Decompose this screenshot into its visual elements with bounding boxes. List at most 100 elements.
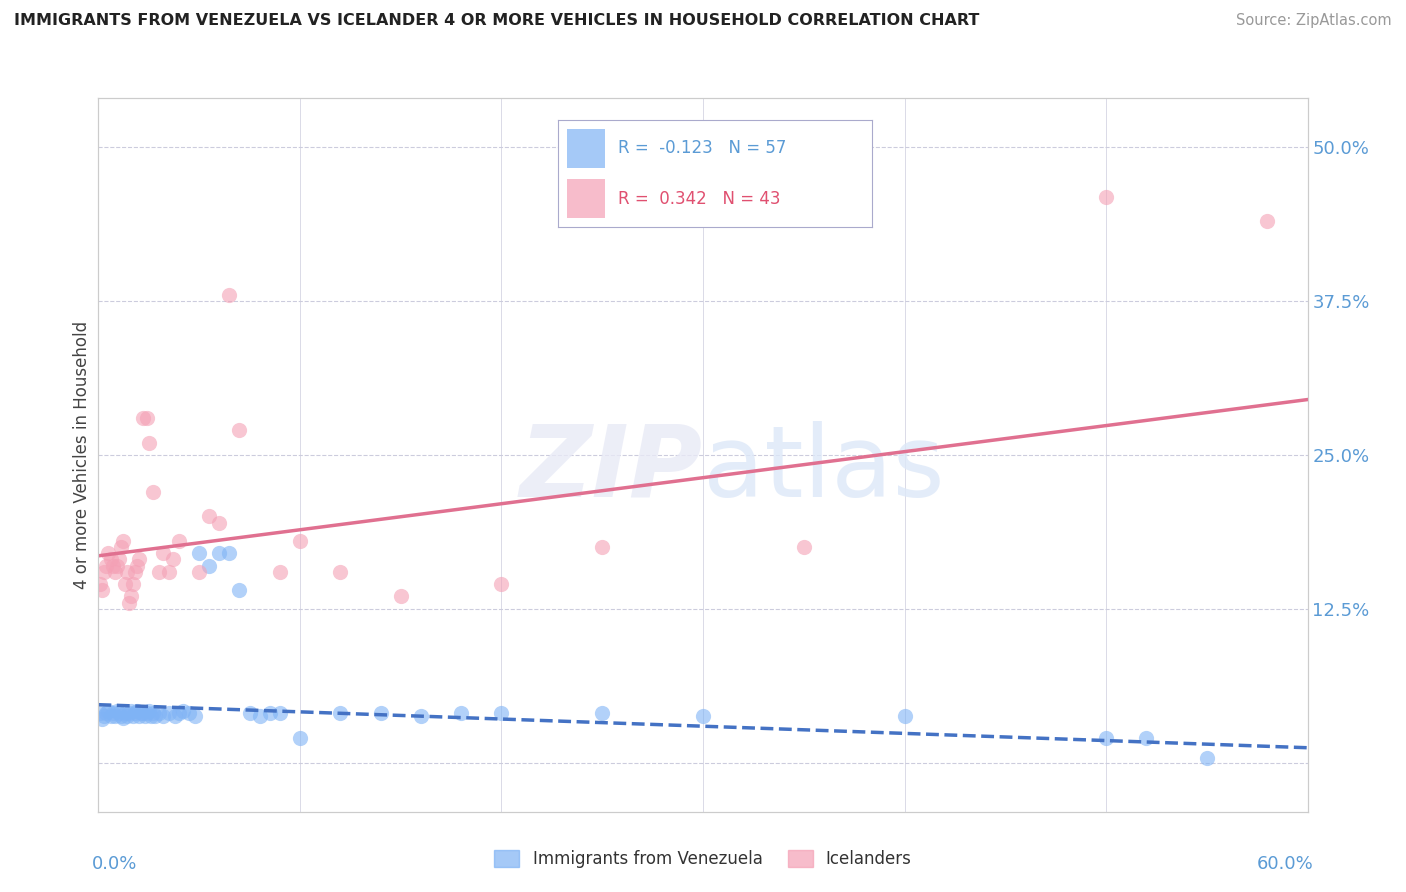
Text: ZIP: ZIP	[520, 421, 703, 517]
Point	[110, 540, 132, 554]
Point	[89, 706, 111, 721]
Point	[138, 704, 160, 718]
Point	[100, 708, 122, 723]
Point	[96, 706, 118, 721]
Point	[91, 713, 114, 727]
Point	[135, 706, 157, 721]
Point	[218, 546, 240, 560]
Point	[157, 565, 180, 579]
Point	[198, 509, 221, 524]
Point	[591, 540, 613, 554]
Point	[101, 706, 124, 721]
Point	[91, 583, 114, 598]
Point	[198, 558, 221, 573]
Point	[132, 706, 155, 721]
Point	[114, 706, 136, 721]
Point	[491, 706, 513, 721]
Point	[97, 704, 120, 718]
Point	[329, 706, 352, 721]
Point	[125, 704, 148, 718]
Legend: Immigrants from Venezuela, Icelanders: Immigrants from Venezuela, Icelanders	[488, 843, 918, 875]
Point	[100, 552, 122, 566]
Point	[269, 706, 291, 721]
Text: 60.0%: 60.0%	[1257, 855, 1313, 872]
Point	[163, 708, 186, 723]
Text: Source: ZipAtlas.com: Source: ZipAtlas.com	[1236, 13, 1392, 29]
Point	[491, 577, 513, 591]
Point	[1095, 189, 1118, 203]
Point	[111, 711, 134, 725]
Point	[208, 516, 231, 530]
Point	[389, 590, 412, 604]
Point	[228, 583, 250, 598]
Point	[93, 708, 115, 723]
Point	[115, 565, 138, 579]
Point	[97, 546, 120, 560]
Text: atlas: atlas	[703, 421, 945, 517]
Point	[114, 577, 136, 591]
Point	[409, 708, 432, 723]
Point	[172, 704, 194, 718]
Point	[188, 565, 211, 579]
Y-axis label: 4 or more Vehicles in Household: 4 or more Vehicles in Household	[73, 321, 91, 589]
Point	[142, 484, 165, 499]
Point	[121, 708, 143, 723]
Point	[1195, 750, 1218, 764]
Point	[129, 706, 152, 721]
Point	[103, 565, 125, 579]
Point	[118, 596, 141, 610]
Point	[107, 552, 129, 566]
Point	[96, 558, 118, 573]
Point	[124, 706, 146, 721]
Text: IMMIGRANTS FROM VENEZUELA VS ICELANDER 4 OR MORE VEHICLES IN HOUSEHOLD CORRELATI: IMMIGRANTS FROM VENEZUELA VS ICELANDER 4…	[14, 13, 980, 29]
Point	[148, 565, 170, 579]
Point	[110, 708, 132, 723]
Point	[1135, 731, 1157, 745]
Point	[793, 540, 815, 554]
Point	[239, 706, 262, 721]
Point	[118, 706, 141, 721]
Point	[893, 708, 915, 723]
Point	[152, 708, 174, 723]
Point	[101, 558, 124, 573]
Point	[152, 546, 174, 560]
Point	[107, 706, 129, 721]
Point	[134, 708, 156, 723]
Point	[162, 552, 184, 566]
Point	[139, 708, 162, 723]
Point	[184, 708, 207, 723]
Point	[1256, 214, 1278, 228]
Point	[143, 708, 166, 723]
Point	[124, 565, 146, 579]
Point	[179, 706, 201, 721]
Point	[120, 704, 142, 718]
Point	[249, 708, 271, 723]
Point	[132, 411, 155, 425]
Point	[89, 577, 111, 591]
Point	[93, 565, 115, 579]
Point	[105, 558, 128, 573]
Point	[121, 577, 143, 591]
Point	[125, 558, 148, 573]
Point	[259, 706, 281, 721]
Point	[157, 706, 180, 721]
Point	[288, 534, 311, 549]
Point	[128, 708, 150, 723]
Point	[111, 534, 134, 549]
Point	[218, 288, 240, 302]
Point	[591, 706, 613, 721]
Point	[692, 708, 714, 723]
Point	[167, 706, 190, 721]
Point	[120, 590, 142, 604]
Point	[115, 708, 138, 723]
Point	[148, 706, 170, 721]
Point	[103, 708, 125, 723]
Point	[450, 706, 472, 721]
Point	[269, 565, 291, 579]
Point	[228, 423, 250, 437]
Point	[370, 706, 392, 721]
Point	[105, 704, 128, 718]
Point	[142, 706, 165, 721]
Point	[128, 552, 150, 566]
Point	[167, 534, 190, 549]
